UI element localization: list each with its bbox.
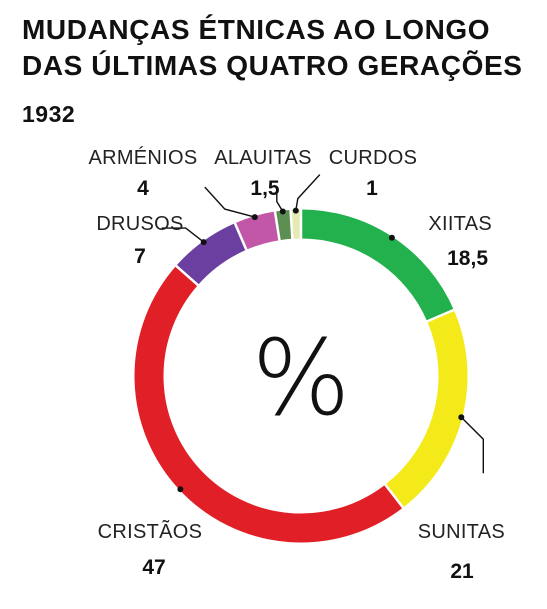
year-label: 1932 <box>22 101 76 127</box>
label-curdos: CURDOS <box>329 147 417 169</box>
label-alauitas: ALAUITAS <box>214 147 312 169</box>
slice-separator <box>289 208 294 240</box>
value-cristaos: 47 <box>142 556 165 579</box>
slice-armenios <box>234 211 280 250</box>
leader-line-sunitas <box>460 416 484 474</box>
slice-separator <box>425 308 456 323</box>
label-cristaos: CRISTÃOS <box>98 519 203 543</box>
leader-line-drusos <box>161 227 205 243</box>
label-sunitas: SUNITAS <box>418 521 505 543</box>
slice-xiitas <box>300 209 454 322</box>
slice-separator <box>273 210 281 242</box>
chart-title-line-1: MUDANÇAS ÉTNICAS AO LONGO <box>22 14 491 45</box>
leader-dot-xiitas <box>388 234 395 241</box>
chart-title-line-2: DAS ÚLTIMAS QUATRO GERAÇÕES <box>22 50 523 81</box>
slice-cristaos <box>134 265 404 543</box>
percent-symbol: % <box>252 317 351 439</box>
slice-separator <box>383 483 405 510</box>
slice-labels: XIITAS 18,5 SUNITAS 21 CRISTÃOS 47 DRUSOS 7 ARMÉ… <box>88 146 505 583</box>
slice-alauitas <box>274 209 293 241</box>
value-drusos: 7 <box>134 245 146 268</box>
label-drusos: DRUSOS <box>96 213 183 235</box>
value-curdos: 1 <box>366 177 378 200</box>
leader-line-armenios <box>204 186 255 218</box>
label-leaders <box>161 174 484 493</box>
leader-line-curdos <box>295 174 321 211</box>
label-armenios: ARMÉNIOS <box>88 146 197 169</box>
slice-separator <box>233 221 248 252</box>
leader-dot-cristaos <box>177 486 184 493</box>
value-alauitas: 1,5 <box>250 177 280 200</box>
value-sunitas: 21 <box>450 560 474 583</box>
slice-separator <box>174 264 200 287</box>
value-armenios: 4 <box>137 177 149 200</box>
slice-sunitas <box>385 309 468 508</box>
label-xiitas: XIITAS <box>428 213 492 235</box>
chart-title: MUDANÇAS ÉTNICAS AO LONGO DAS ÚLTIMAS QU… <box>22 12 532 84</box>
value-xiitas: 18,5 <box>447 247 488 270</box>
donut-slices <box>134 208 468 543</box>
leader-line-alauitas <box>276 189 284 212</box>
slice-drusos <box>176 223 247 286</box>
